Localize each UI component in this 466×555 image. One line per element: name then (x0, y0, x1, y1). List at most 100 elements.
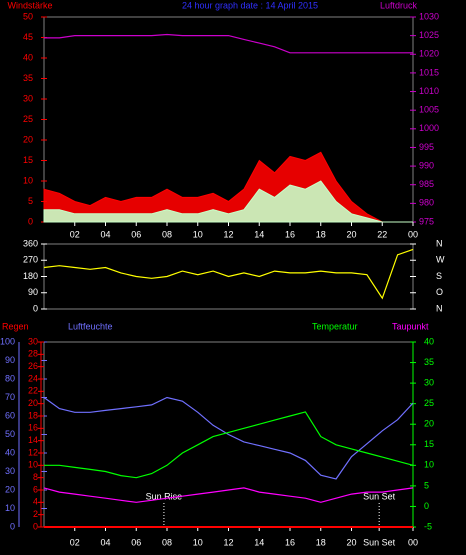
x-tick-label: 14 (254, 229, 264, 239)
x-tick-label: 06 (131, 537, 141, 547)
y-tick-label: 10 (5, 503, 15, 513)
y-tick-label: 30 (5, 466, 15, 476)
x-tick-label: 02 (70, 229, 80, 239)
y-tick-label: 20 (23, 134, 33, 144)
y2-tick-label: 1000 (419, 123, 439, 133)
y-tick-label: 50 (23, 11, 33, 21)
y2-tick-label: N (436, 238, 443, 248)
x-tick-label: 20 (346, 229, 356, 239)
y3-tick-label: 10 (28, 460, 38, 470)
y2-tick-label: 30 (424, 377, 434, 387)
y2-tick-label: 1020 (419, 49, 439, 59)
y3-tick-label: 24 (28, 373, 38, 383)
y2-tick-label: 975 (419, 216, 434, 226)
y-tick-label: 40 (5, 447, 15, 457)
y3-tick-label: 4 (33, 497, 38, 507)
line (43, 396, 414, 480)
x-tick-label: 08 (162, 229, 172, 239)
y-tick-label: 10 (23, 175, 33, 185)
line (43, 487, 414, 503)
area (43, 180, 413, 223)
y3-tick-label: 20 (28, 398, 38, 408)
y3-tick-label: 30 (28, 336, 38, 346)
x-tick-label: 00 (408, 229, 418, 239)
y3-tick-label: 22 (28, 386, 38, 396)
line (44, 33, 413, 54)
y3-tick-label: 18 (28, 410, 38, 420)
y3-tick-label: 8 (33, 472, 38, 482)
y2-tick-label: S (436, 271, 442, 281)
y2-tick-label: 1005 (419, 105, 439, 115)
x-tick-label: 22 (377, 229, 387, 239)
y2-tick-label: 20 (424, 419, 434, 429)
line (44, 411, 414, 479)
y-tick-label: 45 (23, 32, 33, 42)
y-tick-label: 15 (23, 155, 33, 165)
chart-title: 24 hour graph date : 14 April 2015 (182, 0, 318, 10)
y3-tick-label: 14 (28, 435, 38, 445)
y-tick-label: 5 (28, 196, 33, 206)
y-tick-label: 0 (28, 216, 33, 226)
x-tick-label: 16 (285, 537, 295, 547)
y2-tick-label: 25 (424, 398, 434, 408)
y-tick-label: 30 (23, 93, 33, 103)
y-tick-label: 20 (5, 484, 15, 494)
y2-tick-label: 985 (419, 179, 434, 189)
y3-tick-label: 2 (33, 509, 38, 519)
x-tick-label: 18 (316, 229, 326, 239)
y2-tick-label: O (436, 287, 443, 297)
x-tick-label: 12 (223, 537, 233, 547)
y2-tick-label: 35 (424, 357, 434, 367)
series-label: Taupunkt (392, 321, 429, 331)
y2-tick-label: 1015 (419, 67, 439, 77)
y2-tick-label: 0 (424, 501, 429, 511)
series-label: Temperatur (312, 321, 358, 331)
y3-tick-label: 12 (28, 447, 38, 457)
line (43, 248, 414, 300)
y-tick-label: 50 (5, 429, 15, 439)
y2-tick-label: 990 (419, 160, 434, 170)
y-tick-label: 0 (33, 303, 38, 313)
x-tick-label: 12 (223, 229, 233, 239)
y-tick-label: 70 (5, 392, 15, 402)
x-tick-label: 04 (100, 229, 110, 239)
x-tick-label: 14 (254, 537, 264, 547)
x-tick-label: 10 (193, 229, 203, 239)
annotation: Sun Rise (146, 491, 183, 501)
y-tick-label: 80 (5, 373, 15, 383)
x-tick-label: Sun Set (363, 537, 396, 547)
y3-tick-label: 0 (33, 521, 38, 531)
y2-tick-label: 40 (424, 336, 434, 346)
y-tick-label: 90 (28, 287, 38, 297)
x-tick-label: 16 (285, 229, 295, 239)
y2-tick-label: N (436, 303, 443, 313)
x-tick-label: 10 (193, 537, 203, 547)
y3-tick-label: 28 (28, 349, 38, 359)
y2-tick-label: 15 (424, 439, 434, 449)
x-tick-label: 04 (100, 537, 110, 547)
y-tick-label: 100 (0, 336, 15, 346)
y2-tick-label: 1025 (419, 30, 439, 40)
y-tick-label: 60 (5, 410, 15, 420)
y-tick-label: 25 (23, 114, 33, 124)
y-tick-label: 360 (23, 238, 38, 248)
y2-tick-label: 10 (424, 460, 434, 470)
y2-tick-label: 980 (419, 198, 434, 208)
y-tick-label: 40 (23, 52, 33, 62)
y2-tick-label: 1030 (419, 11, 439, 21)
y2-tick-label: 995 (419, 142, 434, 152)
y-tick-label: 0 (10, 521, 15, 531)
y2-tick-label: 1010 (419, 86, 439, 96)
y3-tick-label: 16 (28, 423, 38, 433)
y2-tick-label: W (436, 255, 445, 265)
series-label: Windstärke (7, 0, 52, 10)
y3-tick-label: 26 (28, 361, 38, 371)
y-tick-label: 180 (23, 271, 38, 281)
y2-tick-label: 5 (424, 480, 429, 490)
series-label: Regen (2, 321, 29, 331)
x-tick-label: 08 (162, 537, 172, 547)
x-tick-label: 02 (70, 537, 80, 547)
x-tick-label: 00 (408, 537, 418, 547)
